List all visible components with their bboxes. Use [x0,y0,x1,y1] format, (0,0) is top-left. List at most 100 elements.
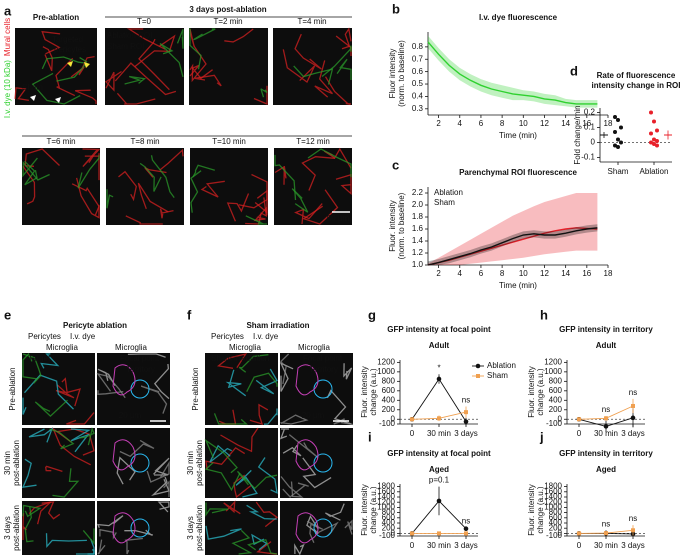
vessel [150,155,175,198]
territory-outline [295,512,319,544]
data-point [437,531,441,536]
y-tick-label: 0 [391,414,396,423]
row-label: post-ablation [12,505,21,551]
data-point [655,139,659,143]
data-point [463,526,469,532]
vessel [106,189,114,209]
chart-title: GFP intensity in territory [559,325,653,334]
data-point [616,118,620,122]
significance-label: ns [629,514,637,523]
side-label-dye: I.v. dye (10 kDa) [3,60,12,118]
y-tick-label: -0.1 [581,153,595,162]
vessel [22,397,27,415]
vessel [193,28,216,41]
vessel [235,469,258,498]
vessel [66,412,95,425]
data-point [410,531,414,536]
inset-label: Sham irradiation [211,354,269,363]
vessel [34,399,68,417]
y-axis-label: Fluor. intensity [360,366,369,418]
vessel [28,427,54,443]
panel-label: c [392,157,399,172]
micrograph [22,501,95,555]
panel-title: Pericyte ablation [63,321,127,330]
significance-label: p=0.1 [429,476,450,485]
territory-outline [295,364,319,396]
data-point [631,528,635,533]
y-tick-label: 1800 [544,482,562,491]
vessel [224,28,254,43]
y-tick-label: 1200 [377,497,395,506]
chart-title: Rate of fluorescence [597,71,676,80]
x-tick-label: 4 [458,269,463,278]
data-point [655,128,659,133]
y-tick-label: 2.2 [412,188,424,197]
data-point [652,142,656,146]
x-tick-label: 18 [604,269,613,278]
y-tick-label: 800 [549,376,563,385]
vessel [253,85,268,105]
y-tick-label: 2.0 [412,200,424,209]
vessel [294,543,305,555]
vessel [246,504,277,520]
vessel [159,208,174,219]
legend-text: I.v. dye [253,332,279,341]
y-tick-label: 200 [549,523,563,532]
vessel [220,427,259,453]
vessel [79,426,95,446]
panel-label: j [539,429,544,444]
micrograph [97,501,170,555]
y-tick-label: 0.6 [412,67,424,76]
territory-outline [112,439,136,471]
pre-header: Pre-ablation [33,13,79,22]
x-tick-label: 14 [561,269,570,278]
x-tick-label: 3 days [454,429,478,438]
overlay-label: Sham ROI [107,42,144,51]
legend-text: I.v. dye [70,332,96,341]
timepoint-label: T=0 [137,17,152,26]
significance-label: ns [462,516,470,525]
vessel [344,519,353,535]
vessel [153,457,170,476]
y-tick-label: 0.5 [412,79,424,88]
micrograph [280,501,353,555]
significance-label: ns [462,396,470,405]
legend-label: Sham [487,371,508,380]
chart-title: Parenchymal ROI fluorescence [459,168,577,177]
vessel [188,27,202,70]
vessel [21,458,37,489]
vessel [205,446,246,470]
y-axis-label: Fold change/min [573,105,582,164]
y-tick-label: 0.7 [412,54,424,63]
arrowhead [84,62,90,68]
x-tick-label: 2 [436,269,441,278]
legend-swatch [476,374,480,378]
y-tick-label: 800 [382,376,396,385]
data-point [649,131,653,136]
vessel [238,354,269,373]
series-line [411,378,467,422]
data-point [630,415,636,421]
vessel [82,148,101,168]
side-label-mural: Mural cells [3,18,12,56]
confidence-band [428,193,598,265]
legend-text: Microglia [229,343,262,352]
data-point [649,110,653,115]
vessel [247,539,278,555]
vessel [260,88,268,98]
territory-outline [112,512,136,544]
territory-outline [295,439,319,471]
vessel [335,173,352,196]
data-point [652,137,656,142]
micrograph [205,353,278,425]
panel-label: g [368,307,376,322]
vessel [116,92,156,105]
focal-circle [313,453,333,473]
vessel [49,428,75,450]
data-point [577,417,581,422]
vessel [14,87,30,102]
vessel [255,501,279,528]
y-tick-label: -100 [379,531,396,540]
data-point [631,403,635,408]
y-axis-label: (norm. to baseline) [397,192,406,259]
